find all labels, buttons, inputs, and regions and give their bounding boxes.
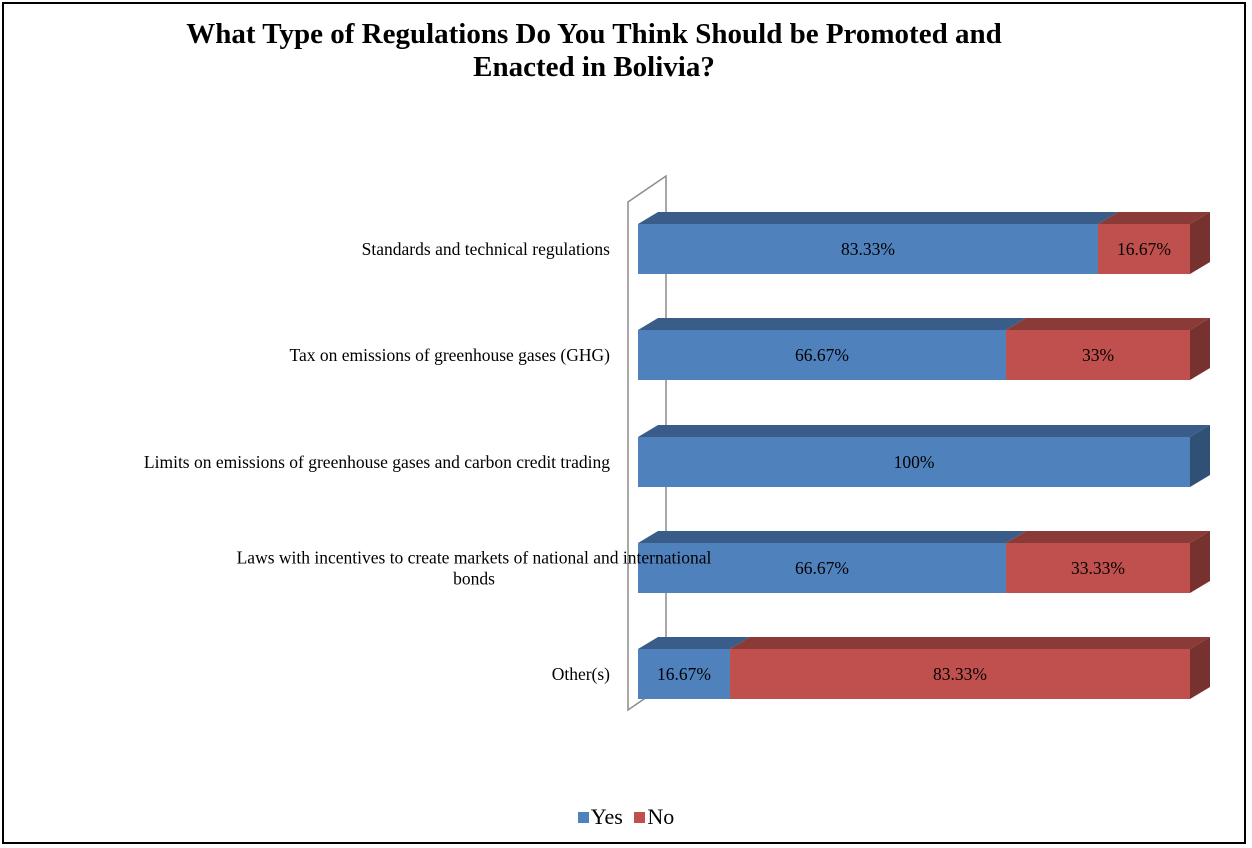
bar-side-no-1 [1190,318,1210,380]
category-label-line: Limits on emissions of greenhouse gases … [144,452,610,472]
chart-plot: 83.33% 16.67% Standards and technical regu… [144,174,1210,712]
category-label-line: Other(s) [552,664,610,684]
bar-side-no-0 [1190,212,1210,274]
category-label-3: Laws with incentives to create markets o… [237,548,712,589]
legend-item-yes: Yes [577,804,623,830]
legend-item-no: No [634,804,674,830]
bar-top-yes-0 [638,212,1118,224]
bar-top-no-0 [1097,212,1210,224]
bar-no-0 [1097,224,1190,274]
data-label-no-3: 33.33% [1071,558,1125,578]
data-label-yes-4: 16.67% [657,664,711,684]
legend-label-yes: Yes [590,804,623,829]
bar-top-yes-1 [638,318,1027,330]
category-label-0: Standards and technical regulations [362,239,611,259]
bar-no-4 [730,649,1190,699]
bar-yes-0 [638,224,1098,274]
category-label-1: Tax on emissions of greenhouse gases (GH… [289,345,610,365]
legend-swatch-yes [577,812,589,823]
bar-top-no-1 [1006,318,1210,330]
bar-side-no-4 [1190,637,1210,699]
bar-no-1 [1006,330,1190,380]
category-label-line: bonds [453,569,495,589]
bar-top-no-4 [730,637,1210,649]
category-label-2: Limits on emissions of greenhouse gases … [144,452,610,472]
category-label-4: Other(s) [552,664,610,684]
category-label-line: Standards and technical regulations [362,239,611,259]
legend-swatch-no [634,812,646,823]
chart-title-line-1: What Type of Regulations Do You Think Sh… [186,18,1002,50]
chart-legend: Yes No [4,804,1244,830]
bar-yes-2 [638,437,1190,487]
bar-no-3 [1006,543,1190,593]
bar-top-yes-2 [638,425,1210,437]
data-label-no-1: 33% [1082,345,1114,365]
data-label-yes-3: 66.67% [795,558,849,578]
data-label-no-4: 83.33% [933,664,987,684]
bar-yes-3 [638,543,1007,593]
bar-yes-4 [638,649,731,699]
data-label-no-0: 16.67% [1117,239,1171,259]
bar-side-yes-2 [1190,425,1210,487]
bar-top-no-3 [1006,531,1210,543]
bar-yes-1 [638,330,1007,380]
category-label-line: Tax on emissions of greenhouse gases (GH… [289,345,610,365]
legend-label-no: No [647,804,675,829]
data-label-yes-2: 100% [894,452,935,472]
bar-top-yes-3 [638,531,1027,543]
data-label-yes-1: 66.67% [795,345,849,365]
chart-title: What Type of Regulations Do You Think Sh… [4,18,1184,84]
data-label-yes-0: 83.33% [841,239,895,259]
category-label-line: Laws with incentives to create markets o… [237,548,712,568]
bar-top-yes-4 [638,637,751,649]
bar-side-no-3 [1190,531,1210,593]
chart-title-line-2: Enacted in Bolivia? [473,51,715,83]
